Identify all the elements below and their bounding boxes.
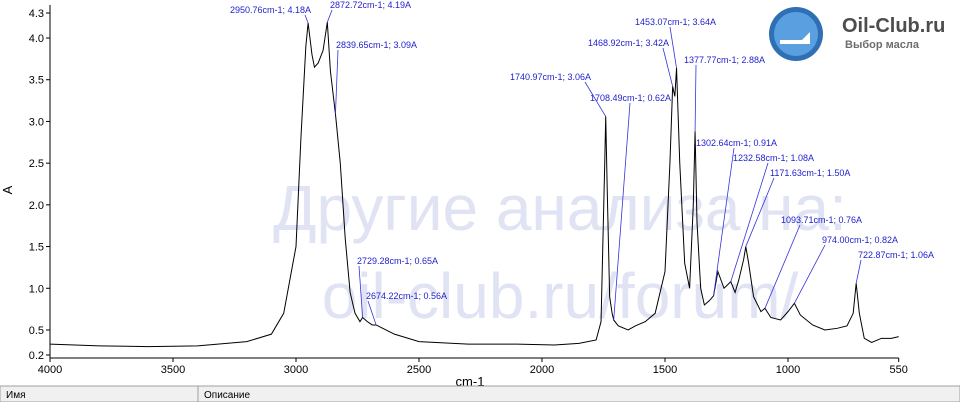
annotation-leader: [613, 102, 631, 320]
annotation-label: 1708.49cm-1; 0.62A: [590, 93, 671, 103]
x-axis-label: cm-1: [456, 374, 485, 389]
column-header[interactable]: Имя: [6, 390, 25, 401]
logo-icon: [774, 12, 818, 56]
y-tick-label: 2.5: [29, 158, 44, 170]
annotation-leader: [326, 9, 333, 23]
annotation-label: 2729.28cm-1; 0.65A: [357, 256, 438, 266]
y-tick-label: 0.5: [29, 325, 44, 337]
annotation-leader: [335, 49, 339, 114]
y-tick-label: 3.0: [29, 116, 44, 128]
annotation-leader: [855, 259, 862, 284]
annotation-label: 1232.58cm-1; 1.08A: [733, 153, 814, 163]
annotation-leader: [713, 147, 735, 296]
y-tick-label: 1.5: [29, 242, 44, 254]
x-tick-label: 1000: [776, 364, 800, 376]
logo-icon: [780, 32, 810, 44]
x-tick-label: 550: [890, 364, 908, 376]
x-tick-label: 3500: [161, 364, 185, 376]
annotation-label: 1377.77cm-1; 2.88A: [684, 55, 765, 65]
annotation-leader: [745, 177, 775, 247]
x-tick-label: 4000: [38, 364, 62, 376]
y-tick-label: 3.5: [29, 75, 44, 87]
y-axis-label: A: [0, 185, 15, 194]
annotation-label: 1302.64cm-1; 0.91A: [696, 138, 777, 148]
x-tick-label: 2500: [407, 364, 431, 376]
annotation-label: 1171.63cm-1; 1.50A: [770, 168, 850, 178]
y-tick-label: 4.0: [29, 33, 44, 45]
y-tick-label: 1.0: [29, 283, 44, 295]
y-tick-label: 4.3: [29, 8, 44, 20]
annotation-label: 2839.65cm-1; 3.09A: [336, 40, 417, 50]
x-tick-label: 1500: [653, 364, 677, 376]
annotation-label: 1453.07cm-1; 3.64A: [635, 17, 716, 27]
annotation-leader: [669, 26, 677, 69]
annotation-leader: [304, 14, 309, 24]
annotation-label: 722.87cm-1; 1.06A: [858, 250, 934, 260]
annotation-label: 2950.76cm-1; 4.18A: [230, 5, 311, 15]
spectrum-line: [49, 22, 899, 348]
annotation-leader: [764, 224, 801, 309]
annotation-label: 2674.22cm-1; 0.56A: [366, 291, 447, 301]
annotation-leader: [694, 64, 697, 132]
annotation-leader: [794, 244, 826, 304]
annotation-label: 974.00cm-1; 0.82A: [822, 235, 898, 245]
annotation-leader: [358, 265, 363, 318]
annotation-label: 1740.97cm-1; 3.06A: [510, 72, 591, 82]
annotation-leader: [367, 300, 377, 326]
annotation-leader: [730, 162, 769, 282]
y-tick-label: 2.0: [29, 200, 44, 212]
table-header: [0, 385, 960, 403]
x-tick-label: 2000: [530, 364, 554, 376]
y-tick-label: 0.2: [29, 350, 44, 362]
annotation-label: 2872.72cm-1; 4.19A: [330, 0, 411, 10]
annotation-leader: [662, 47, 674, 87]
annotation-leader: [584, 81, 607, 117]
annotation-label: 1468.92cm-1; 3.42A: [588, 38, 669, 48]
watermark: oil-club.ru/forum/: [322, 260, 799, 332]
annotation-label: 1093.71cm-1; 0.76A: [781, 215, 862, 225]
x-tick-label: 3000: [284, 364, 308, 376]
watermark: Другие анализа на:: [273, 172, 847, 244]
logo-title: Oil-Club.ru: [842, 15, 945, 37]
logo-subtitle: Выбор масла: [845, 39, 920, 51]
column-header[interactable]: Описание: [204, 390, 250, 401]
logo: Oil-Club.ru Выбор масла: [769, 7, 945, 61]
